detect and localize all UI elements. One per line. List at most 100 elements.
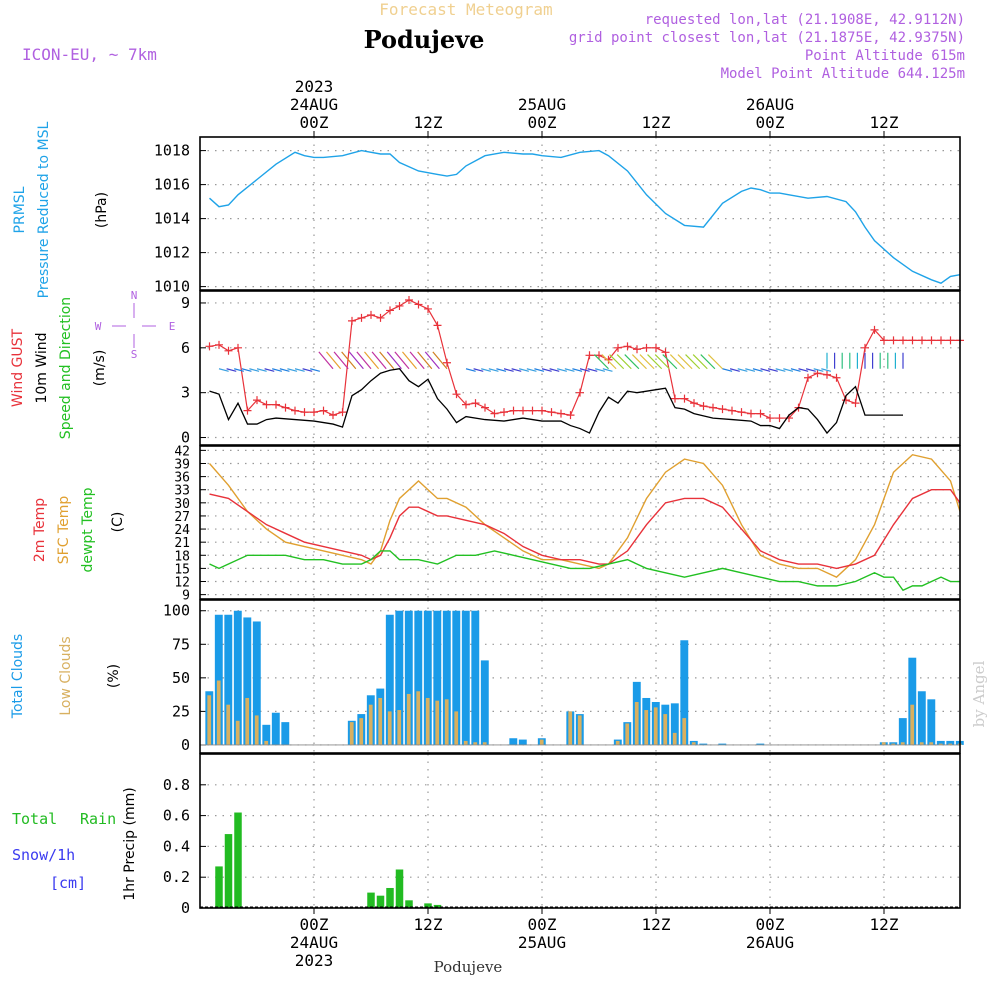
gust-marker (547, 408, 556, 417)
precip-label-rain: Rain (80, 810, 116, 828)
wind-arrow (394, 351, 410, 370)
low-cloud-bar (245, 697, 250, 745)
wind10m-line (209, 368, 903, 435)
gust-marker (386, 306, 394, 315)
rain-bar (395, 869, 404, 908)
low-cloud-bar (482, 742, 487, 745)
wind-arrow (677, 354, 693, 370)
low-cloud-bar (663, 714, 668, 745)
wind-arrow (226, 368, 237, 372)
wind-arrow (310, 368, 321, 372)
gust-marker (927, 336, 936, 345)
wind-arrow (745, 368, 756, 372)
wind-arrow (488, 368, 499, 372)
gust-marker (576, 388, 584, 397)
low-cloud-bar (216, 680, 221, 745)
temp-label-sfc: SFC Temp (56, 496, 72, 565)
cloud-label-low: Low Clouds (58, 636, 74, 715)
wind-arrow (401, 351, 418, 370)
compass-w: W (95, 320, 102, 333)
total-cloud-bar (214, 614, 223, 745)
total-cloud-bar (509, 738, 518, 745)
gust-marker (367, 310, 375, 319)
low-cloud-bar (349, 722, 354, 745)
pressure-tick-label: 1016 (154, 176, 190, 194)
wind-arrow (821, 368, 832, 372)
total-cloud-bar (670, 703, 679, 745)
wind-arrow (348, 351, 364, 370)
gust-marker (756, 409, 765, 418)
wind-arrow (218, 368, 229, 372)
wind-arrow (503, 368, 514, 372)
rain-bar (376, 895, 385, 908)
gust-marker (671, 394, 679, 403)
temp-tick-label: 36 (174, 471, 190, 486)
temp-label-2m: 2m Temp (32, 498, 48, 562)
wind-arrow (662, 354, 678, 370)
wind-arrow (318, 351, 334, 370)
wind-arrow (534, 368, 545, 372)
wind-arrow (241, 368, 252, 372)
top-time-label: 00Z (300, 113, 329, 132)
gust-marker (424, 304, 432, 313)
total-cloud-bar (898, 718, 907, 745)
plot-layer: 1010101210141016101803699121518212427303… (154, 77, 964, 970)
wind-arrow (587, 368, 598, 372)
wind-arrow (669, 354, 685, 370)
precip-label-total: Total (12, 810, 57, 828)
temp-tick-label: 18 (174, 549, 190, 564)
total-cloud-bar (699, 743, 708, 745)
low-cloud-bar (938, 743, 943, 745)
top-time-label: 00Z (756, 113, 785, 132)
gust-marker (433, 321, 442, 330)
total-cloud-bar (756, 743, 765, 745)
low-cloud-bar (454, 711, 459, 745)
gust-marker (262, 400, 271, 409)
cloud-tick-label: 25 (172, 702, 190, 720)
wind-arrow (549, 368, 560, 372)
gust-marker (395, 301, 404, 310)
cloud-tick-label: 50 (172, 669, 190, 687)
bottom-time-label: 12Z (870, 915, 899, 934)
gust-marker (680, 394, 689, 403)
low-cloud-bar (881, 742, 886, 745)
gust-marker (633, 345, 641, 354)
wind-arrow (813, 368, 824, 372)
total-cloud-bar (936, 740, 945, 745)
wind-arrow (767, 368, 778, 372)
bottom-time-label: 12Z (642, 915, 671, 934)
temp-label-dewpt: dewpt Temp (80, 487, 96, 572)
precip-tick-label: 0.2 (163, 868, 190, 886)
pressure-grid (200, 137, 960, 290)
wind-arrow (341, 351, 357, 370)
low-cloud-bar (359, 718, 364, 745)
wind-arrow (752, 368, 763, 372)
gust-marker (272, 400, 280, 409)
wind-arrow (601, 354, 617, 370)
wind-arrow (302, 368, 313, 372)
wind-tick-label: 6 (181, 339, 190, 357)
gust-marker (870, 325, 879, 334)
info-line-1: requested lon,lat (21.1908E, 42.9112N) (645, 12, 965, 28)
low-cloud-bar (254, 715, 259, 745)
cloud-label-total: Total Clouds (10, 634, 26, 719)
rain-bar (224, 834, 233, 908)
gust-marker (813, 369, 822, 378)
wind-arrow (639, 354, 655, 370)
gust-marker (566, 411, 575, 420)
wind-grid (200, 291, 960, 445)
wind-arrow (371, 351, 387, 370)
temp-label-unit: (C) (110, 512, 126, 533)
gust-marker (690, 399, 698, 408)
total-cloud-bar (917, 691, 926, 745)
pressure-tick-label: 1010 (154, 278, 190, 296)
cloud-frame (199, 599, 961, 754)
temp2m-line (209, 489, 961, 570)
total-cloud-bar (480, 660, 489, 745)
wind-arrow (386, 351, 402, 370)
wind-label-10m: 10m Wind (34, 332, 50, 403)
gust-marker (481, 403, 489, 412)
dewpt-line (209, 550, 960, 592)
compass-e: E (169, 320, 176, 333)
gust-marker (604, 355, 613, 364)
